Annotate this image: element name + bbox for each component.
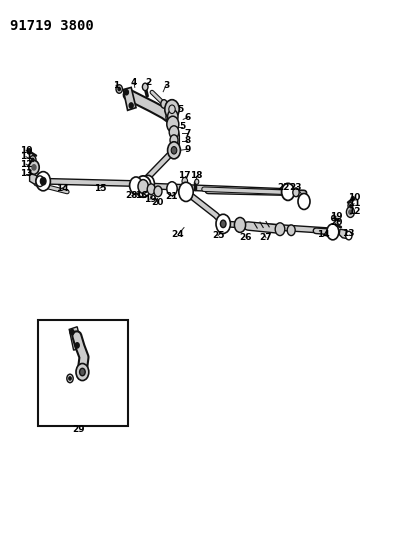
Text: 7: 7 [184,129,190,138]
Text: 5: 5 [177,105,183,114]
Text: 12: 12 [20,160,32,168]
Text: 9: 9 [184,145,190,154]
Text: 4: 4 [131,78,137,87]
Circle shape [167,116,179,132]
Text: 10: 10 [20,146,32,155]
Text: 1: 1 [113,81,119,90]
Text: 8: 8 [184,136,190,145]
Text: 18: 18 [190,172,202,180]
Text: 24: 24 [172,230,184,239]
Circle shape [147,184,155,195]
Text: 5: 5 [179,123,185,131]
Circle shape [346,231,352,240]
Circle shape [168,142,180,159]
Polygon shape [123,87,136,110]
Circle shape [142,175,154,192]
Text: 19: 19 [144,195,156,204]
Text: 29: 29 [72,425,85,433]
Circle shape [36,176,44,187]
Circle shape [179,182,193,201]
Text: 13: 13 [20,169,32,178]
Polygon shape [30,174,42,184]
Circle shape [75,343,79,348]
Text: 11: 11 [20,152,32,161]
Text: 20: 20 [330,219,342,227]
Circle shape [287,225,295,236]
Circle shape [135,176,151,197]
Circle shape [195,179,199,184]
Text: 26: 26 [240,233,252,241]
Text: 17: 17 [178,172,191,180]
Circle shape [169,105,175,114]
Circle shape [124,90,128,95]
Text: 23: 23 [290,183,302,192]
Circle shape [216,214,230,233]
Circle shape [32,158,34,161]
Circle shape [346,207,354,217]
Circle shape [170,135,178,146]
Text: 91719 3800: 91719 3800 [10,19,94,33]
Circle shape [67,374,73,383]
Circle shape [129,103,133,108]
Circle shape [130,177,142,194]
Circle shape [116,85,122,93]
Circle shape [220,220,226,228]
Circle shape [169,126,179,139]
Text: 3: 3 [163,81,169,90]
Polygon shape [69,327,82,350]
Text: 28: 28 [126,191,138,200]
Circle shape [80,368,85,376]
Circle shape [118,87,120,91]
Text: 13: 13 [342,229,354,238]
Text: 21: 21 [166,192,178,200]
Circle shape [29,160,39,174]
Circle shape [171,147,177,154]
Circle shape [142,83,148,91]
Text: 14: 14 [317,230,330,239]
Text: 20: 20 [151,198,163,207]
Circle shape [350,205,351,207]
Text: 19: 19 [330,212,342,221]
Text: 14: 14 [56,184,68,192]
Circle shape [348,203,353,209]
Circle shape [30,156,36,164]
Circle shape [234,217,246,232]
Polygon shape [339,229,351,239]
Circle shape [40,177,46,185]
Text: 16: 16 [134,191,147,200]
Circle shape [168,110,178,124]
Text: 2: 2 [145,78,151,87]
Circle shape [332,215,336,221]
Circle shape [349,210,352,214]
Circle shape [69,377,71,380]
Circle shape [70,329,74,335]
Text: 27: 27 [260,233,272,242]
Circle shape [32,165,36,170]
Bar [38,320,128,426]
Text: 10: 10 [348,193,360,201]
Circle shape [161,100,167,108]
Circle shape [298,193,310,209]
Text: 25: 25 [212,231,224,240]
Circle shape [275,223,285,236]
Circle shape [167,182,177,196]
Text: 22: 22 [278,183,290,192]
Text: 12: 12 [348,207,360,215]
Circle shape [165,100,179,119]
Circle shape [36,172,50,191]
Circle shape [138,180,148,193]
Circle shape [327,224,339,240]
Circle shape [182,177,188,185]
Circle shape [351,197,354,201]
Text: 11: 11 [348,199,360,208]
Circle shape [76,364,89,381]
Circle shape [154,186,162,197]
Text: 15: 15 [94,184,106,192]
Circle shape [282,183,294,200]
Circle shape [27,149,31,154]
Text: 6: 6 [185,113,191,122]
Circle shape [293,188,299,197]
